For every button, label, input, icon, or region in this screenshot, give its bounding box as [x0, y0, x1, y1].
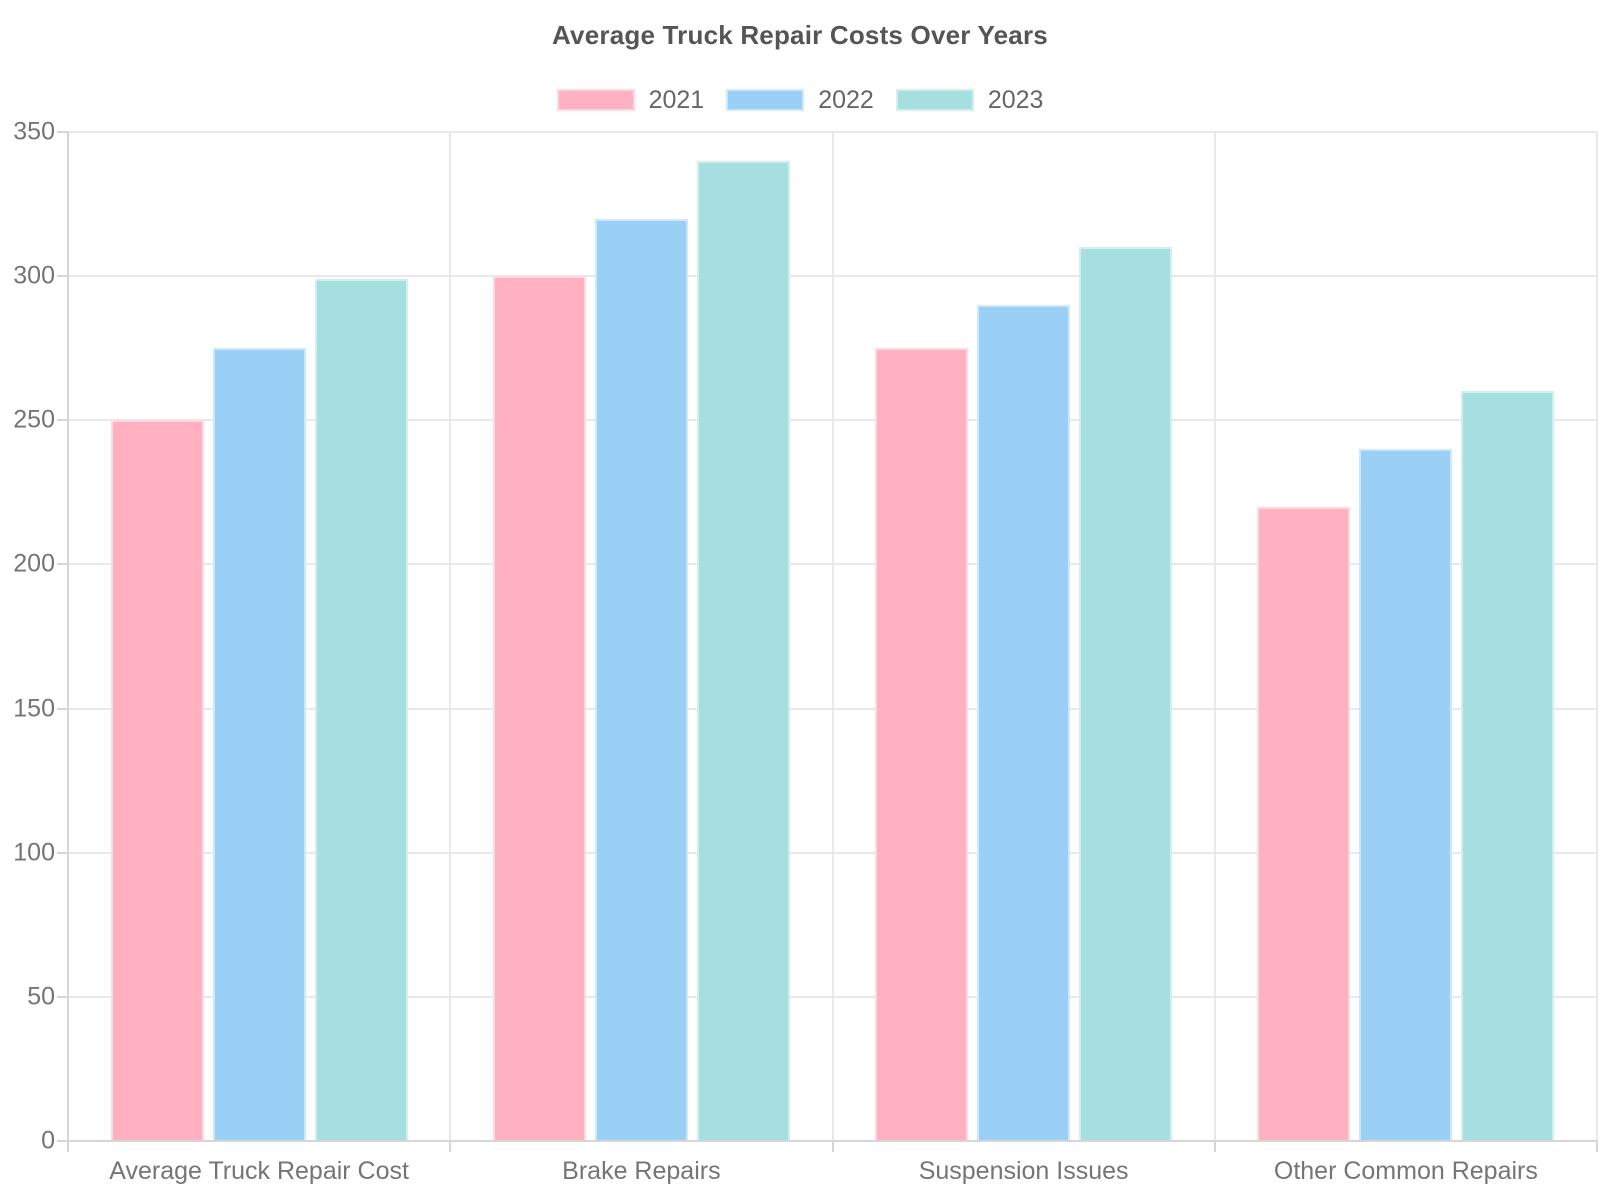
- bar-2022-average-truck-repair-cost[interactable]: [212, 348, 306, 1141]
- legend-item-2023[interactable]: 2023: [895, 85, 1044, 114]
- y-axis-line: [67, 132, 69, 1141]
- gridline-x-boundary-2: [831, 132, 834, 1141]
- y-tick-mark-200: [57, 563, 68, 566]
- category-group-other-common-repairs: [1215, 132, 1597, 1141]
- y-axis: 0 50 100 150 200 250 300 350: [0, 119, 55, 1153]
- bar-2022-other-common-repairs[interactable]: [1359, 449, 1453, 1141]
- bar-2023-brake-repairs[interactable]: [696, 160, 790, 1141]
- legend-swatch-2023: [895, 89, 974, 111]
- y-tick-label-50: 50: [27, 982, 55, 1011]
- y-tick-mark-300: [57, 275, 68, 278]
- x-tick-label-suspension-issues: Suspension Issues: [918, 1157, 1129, 1185]
- x-tick-mark-0: [67, 1141, 69, 1152]
- bar-2022-suspension-issues[interactable]: [977, 304, 1071, 1141]
- legend-label-2022: 2022: [818, 85, 874, 114]
- legend-item-2021[interactable]: 2021: [556, 85, 705, 114]
- bar-2021-brake-repairs[interactable]: [492, 276, 586, 1141]
- legend-label-2023: 2023: [987, 85, 1044, 114]
- gridline-x-boundary-1: [449, 132, 452, 1141]
- x-tick-mark-4: [1596, 1141, 1598, 1152]
- y-tick-mark-150: [57, 707, 68, 710]
- y-tick-mark-100: [57, 851, 68, 854]
- bar-2021-average-truck-repair-cost[interactable]: [110, 420, 204, 1141]
- legend-label-2021: 2021: [648, 85, 705, 114]
- chart-title: Average Truck Repair Costs Over Years: [552, 20, 1048, 50]
- x-tick-label-average-truck-repair-cost: Average Truck Repair Cost: [109, 1157, 409, 1185]
- gridline-x-boundary-4: [1596, 132, 1598, 1141]
- category-group-suspension-issues: [833, 132, 1215, 1141]
- plot-area: [57, 131, 1598, 1152]
- bar-2022-brake-repairs[interactable]: [594, 218, 688, 1141]
- y-tick-mark-350: [57, 131, 68, 133]
- y-tick-label-0: 0: [41, 1126, 55, 1155]
- x-tick-mark-2: [831, 1141, 834, 1152]
- x-tick-mark-1: [449, 1141, 452, 1152]
- y-tick-label-300: 300: [13, 261, 55, 290]
- y-tick-mark-0: [57, 1140, 68, 1142]
- y-tick-mark-250: [57, 419, 68, 422]
- legend: 2021 2022 2023: [0, 85, 1600, 115]
- x-tick-mark-3: [1213, 1141, 1216, 1152]
- legend-item-2022[interactable]: 2022: [726, 85, 874, 114]
- x-tick-label-other-common-repairs: Other Common Repairs: [1273, 1157, 1538, 1185]
- gridline-x-boundary-3: [1213, 132, 1216, 1141]
- bar-2023-suspension-issues[interactable]: [1079, 247, 1173, 1141]
- category-group-brake-repairs: [450, 132, 832, 1141]
- y-tick-label-350: 350: [13, 117, 55, 146]
- legend-swatch-2022: [726, 89, 805, 111]
- y-tick-mark-50: [57, 995, 68, 998]
- y-tick-label-150: 150: [13, 694, 55, 723]
- x-tick-label-brake-repairs: Brake Repairs: [562, 1157, 721, 1185]
- legend-swatch-2021: [556, 89, 635, 111]
- bar-2023-other-common-repairs[interactable]: [1461, 391, 1555, 1141]
- bar-2023-average-truck-repair-cost[interactable]: [314, 279, 408, 1141]
- bar-2021-other-common-repairs[interactable]: [1257, 506, 1351, 1141]
- y-tick-label-250: 250: [13, 405, 55, 434]
- y-tick-label-100: 100: [13, 838, 55, 867]
- x-axis: Average Truck Repair Cost Brake Repairs Su…: [68, 1156, 1597, 1186]
- y-tick-label-200: 200: [13, 549, 55, 578]
- category-group-average-truck-repair-cost: [68, 132, 450, 1141]
- bar-2021-suspension-issues[interactable]: [875, 348, 969, 1141]
